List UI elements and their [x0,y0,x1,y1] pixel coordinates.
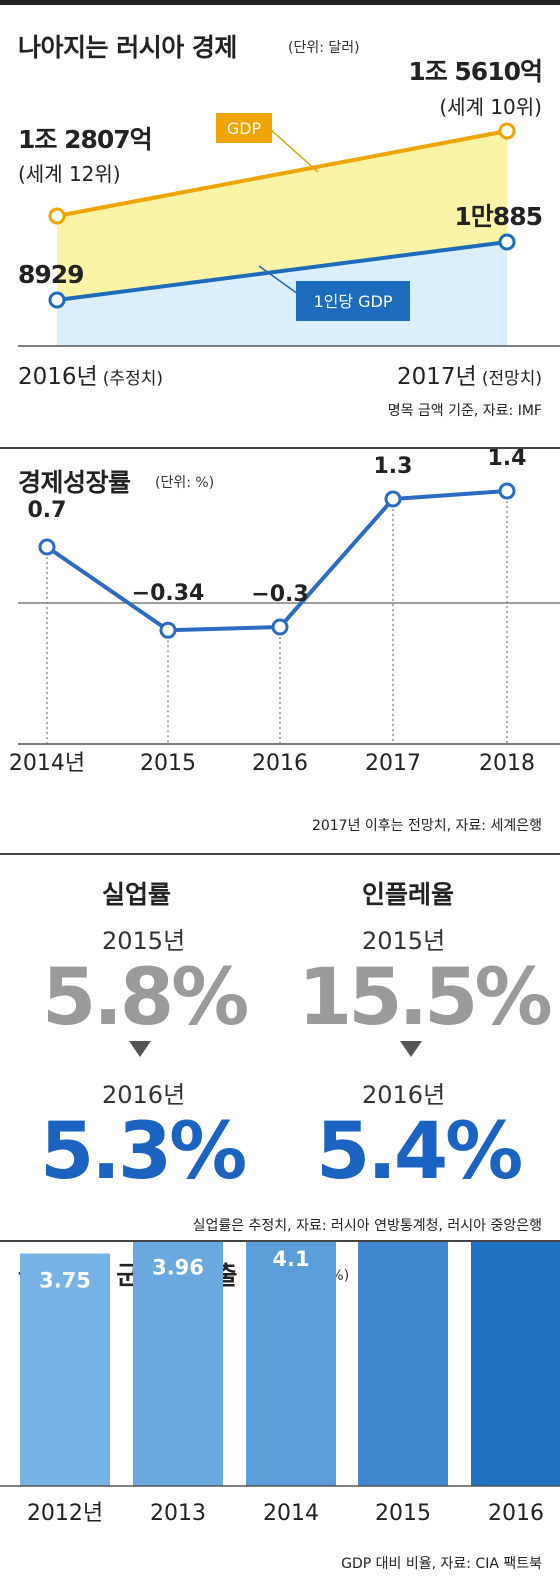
inflation-value-to: 5.4% [316,1107,523,1197]
growth-data-label: −0.3 [251,582,308,607]
unemployment-value-from: 5.8% [42,953,249,1043]
military-bar [20,1253,110,1486]
rates-source: 실업률은 추정치, 자료: 러시아 연방통계청, 러시아 중앙은행 [192,1218,542,1234]
inflation-year-to: 2016년 [362,1081,446,1109]
x-right-year: 2017년 (전망치) [397,357,542,391]
per-capita-point-2017 [498,233,516,251]
military-tick-label: 2016 [488,1501,544,1526]
per-capita-leader-line [258,265,299,295]
gdp-line [56,129,508,218]
gdp-2016-rank: (세계 12위) [18,162,121,186]
gdp-2017-rank: (세계 10위) [439,95,542,119]
inflation-arrow [400,1041,422,1061]
growth-point [159,621,177,639]
inflation-value-from: 15.5% [298,953,553,1043]
growth-tick-label: 2014년 [9,751,85,776]
growth-series-line [45,489,508,633]
military-bar-label: 3.75 [39,1269,91,1293]
growth-point [271,618,289,636]
growth-point [498,482,516,500]
gdp-2017-value: 1조 5610억 [408,57,543,86]
growth-title: 경제성장률 [18,468,131,497]
gdp-point-2016 [48,207,66,225]
x-right-year-text: 2017년 [397,364,477,390]
unemployment-value-to: 5.3% [40,1107,247,1197]
growth-point [38,538,56,556]
growth-tick-label: 2017 [365,751,421,776]
military-bar [471,1242,560,1486]
per-capita-2017-value: 1만885 [454,202,543,231]
inflation-title: 인플레율 [362,880,455,909]
x-right-note: (전망치) [481,369,542,389]
per-capita-tag-box [296,281,410,321]
x-left-year-text: 2016년 [18,364,98,390]
unemployment-year-to: 2016년 [102,1081,186,1109]
divider-1 [0,447,560,449]
per-capita-line [56,240,508,302]
growth-tick-label: 2015 [140,751,196,776]
gdp-leader-line [270,129,319,173]
gdp-source: 명목 금액 기준, 자료: IMF [387,403,542,419]
growth-tick-label: 2018 [479,751,535,776]
gdp-area-yellow [57,131,507,300]
unemployment-title: 실업률 [102,880,172,909]
x-left-year: 2016년 (추정치) [18,357,163,391]
military-tick-label: 2014 [263,1501,319,1526]
unemployment-arrow [129,1041,151,1061]
per-capita-2016-value: 8929 [18,260,85,289]
gdp-section: 나아지는 러시아 경제 (단위: 달러) GDP 1인당 GDP 1조 2807… [0,0,560,425]
unemployment-year-from: 2015년 [102,927,186,955]
military-bar-label: 4.1 [272,1247,309,1271]
rates-section: 실업률 2015년 5.8% 2016년 5.3% 인플레율 2015년 15.… [0,855,560,1234]
gdp-tag-text: GDP [227,119,262,138]
gdp-point-2017 [498,122,516,140]
down-triangle-icon [129,1041,151,1057]
gdp-title: 나아지는 러시아 경제 [18,33,237,62]
gdp-tag-box [216,113,272,143]
military-tick-label: 2013 [150,1501,206,1526]
military-tick-label: 2015 [375,1501,431,1526]
growth-data-label: 0.7 [28,498,67,523]
per-capita-point-2016 [48,291,66,309]
military-tick-label: 2012년 [27,1501,103,1526]
growth-data-label: −0.34 [132,581,205,606]
growth-data-label: 1.3 [374,454,413,479]
military-section: 늘어나는 군사비 지출 (단위: %) 3.752012년3.9620134.1… [0,1242,560,1577]
growth-source: 2017년 이후는 전망치, 자료: 세계은행 [311,818,542,834]
down-triangle-icon [400,1041,422,1057]
military-bar [133,1242,223,1486]
growth-unit: (단위: %) [155,475,215,491]
gdp-2016-value: 1조 2807억 [18,125,153,154]
military-bar [246,1242,336,1486]
military-bar [358,1242,448,1486]
growth-point [384,490,402,508]
top-rule [0,0,560,5]
divider-3 [0,1240,560,1242]
inflation-year-from: 2015년 [362,927,446,955]
military-bar-label: 3.96 [152,1255,204,1279]
growth-section: 경제성장률 (단위: %) 0.7 −0.34 −0.3 1.3 1.4 2014년 201… [0,449,560,834]
gdp-unit: (단위: 달러) [288,40,360,56]
x-left-note: (추정치) [102,369,163,389]
growth-data-label: 1.4 [488,449,527,471]
gdp-chart: GDP 1인당 GDP [18,113,560,347]
military-source: GDP 대비 비율, 자료: CIA 팩트북 [341,1556,542,1572]
growth-tick-label: 2016 [252,751,308,776]
growth-chart: 0.7 −0.34 −0.3 1.3 1.4 2014년 2015 2016 2017 2018 [9,449,560,776]
divider-2 [0,853,560,855]
per-capita-tag-text: 1인당 GDP [313,292,392,311]
